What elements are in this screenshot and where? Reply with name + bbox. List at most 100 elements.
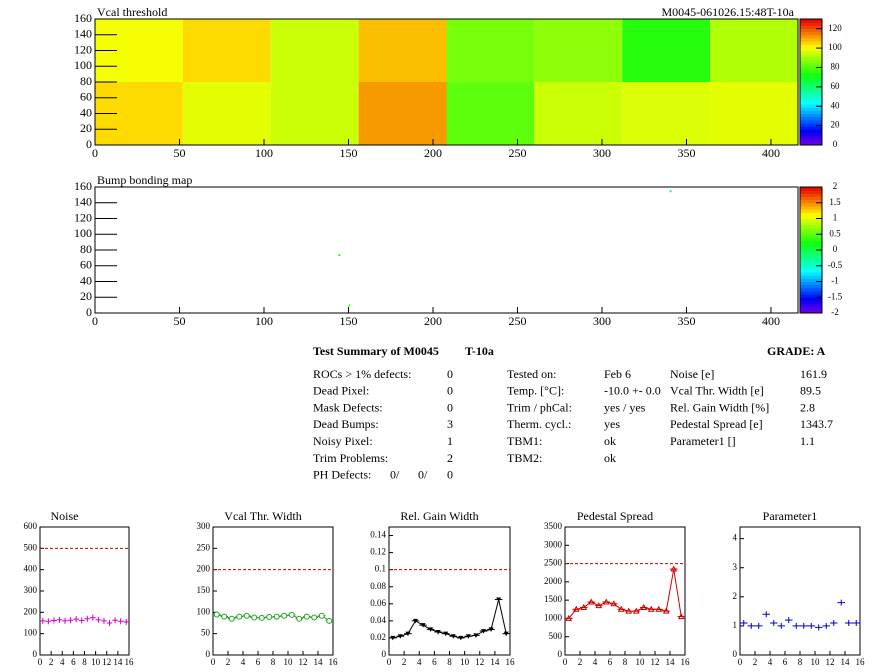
series-line xyxy=(392,599,507,639)
colorbar-step xyxy=(800,113,822,118)
marker-dot xyxy=(647,605,655,612)
colorbar-tick-label: 1 xyxy=(833,213,838,223)
heat-cell xyxy=(182,19,271,82)
marker-dot xyxy=(625,607,633,614)
marker xyxy=(572,605,580,612)
colorbar-tick-label: 2 xyxy=(833,181,838,191)
marker-dot xyxy=(435,629,441,635)
plot-frame xyxy=(739,526,861,656)
colorbar-step xyxy=(800,72,822,77)
x-tick-label: 14 xyxy=(666,657,676,667)
summary-label: TBM1: xyxy=(507,434,542,448)
marker-dot xyxy=(311,614,318,621)
colorbar-tick-label: 0.5 xyxy=(829,228,841,238)
marker-dot xyxy=(326,617,333,624)
colorbar-tick-label: 100 xyxy=(828,42,842,52)
chart-title: Vcal Thr. Width xyxy=(224,509,301,523)
marker xyxy=(632,607,640,614)
summary-value: -10.0 +- 0.0 xyxy=(604,384,661,398)
x-tick-label: 300 xyxy=(593,146,611,160)
y-tick-label: 300 xyxy=(24,585,38,595)
x-tick-label: 8 xyxy=(82,657,87,667)
colorbar-tick-label: -0.5 xyxy=(828,260,843,270)
marker xyxy=(51,617,57,624)
marker xyxy=(434,629,442,635)
summary-title: Test Summary of M0045 xyxy=(313,344,439,358)
marker xyxy=(677,613,685,620)
x-tick-label: 8 xyxy=(623,657,628,667)
marker xyxy=(101,617,107,624)
marker xyxy=(852,620,860,626)
marker xyxy=(250,614,258,621)
summary-value: 0 xyxy=(447,384,453,398)
x-tick-label: 100 xyxy=(255,146,273,160)
marker-dot xyxy=(273,613,280,620)
y-tick-label: 40 xyxy=(80,105,92,119)
y-tick-label: 0 xyxy=(86,137,92,151)
marker xyxy=(662,607,670,614)
summary-label: Noise [e] xyxy=(670,367,714,381)
summary-label: Pedestal Spread [e] xyxy=(670,417,763,431)
x-tick-label: 12 xyxy=(299,657,308,667)
colorbar-step xyxy=(800,240,822,245)
y-tick-label: 50 xyxy=(201,628,211,638)
x-tick-label: 6 xyxy=(256,657,261,667)
colorbar-step xyxy=(800,199,822,204)
x-tick-label: 200 xyxy=(424,146,442,160)
colorbar-step xyxy=(800,265,822,270)
colorbar-step xyxy=(800,256,822,260)
y-tick-label: 0 xyxy=(206,649,211,659)
summary-label: Mask Defects: xyxy=(313,400,383,414)
marker xyxy=(419,623,427,628)
summary-value: 0 xyxy=(447,400,453,414)
marker xyxy=(647,605,655,612)
x-tick-label: 2 xyxy=(49,657,54,667)
colorbar-step xyxy=(800,284,822,289)
chart-title: Vcal threshold xyxy=(97,5,167,19)
y-tick-label: 0 xyxy=(558,649,563,659)
x-tick-label: 0 xyxy=(211,657,216,667)
colorbar-tick-label: 20 xyxy=(831,120,841,130)
marker xyxy=(845,620,853,626)
marker xyxy=(62,617,68,624)
x-tick-label: 150 xyxy=(339,314,357,328)
x-tick-label: 14 xyxy=(113,657,123,667)
marker-dot xyxy=(458,635,464,641)
x-tick-label: 6 xyxy=(783,657,788,667)
x-tick-label: 16 xyxy=(329,657,339,667)
colorbar-step xyxy=(800,275,822,279)
summary-value: 0/ xyxy=(418,468,428,482)
marker xyxy=(807,622,815,629)
x-tick-label: 10 xyxy=(811,657,821,667)
colorbar-step xyxy=(800,253,822,257)
y-tick-label: 0.1 xyxy=(375,564,386,574)
heat-cell xyxy=(446,82,535,145)
heat-cell xyxy=(534,19,623,82)
x-tick-label: 14 xyxy=(314,657,324,667)
marker xyxy=(602,598,610,605)
colorbar-step xyxy=(800,193,822,197)
colorbar-step xyxy=(800,190,822,194)
marker xyxy=(45,618,52,625)
colorbar-step xyxy=(800,82,822,86)
colorbar-step xyxy=(800,290,822,295)
x-tick-label: 4 xyxy=(417,657,422,667)
x-tick-label: 12 xyxy=(102,657,111,667)
colorbar-step xyxy=(800,91,822,96)
colorbar-step xyxy=(800,66,822,70)
marker xyxy=(325,617,333,624)
marker xyxy=(617,605,625,612)
colorbar-step xyxy=(800,56,822,61)
marker xyxy=(625,607,633,614)
marker-dot xyxy=(617,605,625,612)
marker xyxy=(762,611,770,618)
heat-cell xyxy=(622,82,711,145)
x-tick-label: 10 xyxy=(636,657,646,667)
colorbar-tick-label: -1 xyxy=(831,276,839,286)
summary-value: 0 xyxy=(447,367,453,381)
x-tick-label: 50 xyxy=(173,314,185,328)
x-tick-label: 0 xyxy=(92,146,98,160)
summary-value: 1343.7 xyxy=(800,417,833,431)
colorbar-step xyxy=(800,224,822,229)
y-tick-label: 0.02 xyxy=(370,632,386,642)
